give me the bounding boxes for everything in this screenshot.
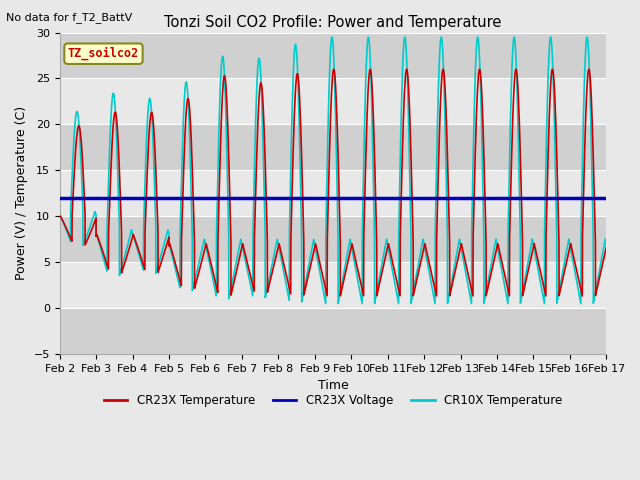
Bar [60,78,606,124]
Bar [60,33,606,78]
Legend: CR23X Temperature, CR23X Voltage, CR10X Temperature: CR23X Temperature, CR23X Voltage, CR10X … [99,390,567,412]
Bar [60,124,606,170]
Title: Tonzi Soil CO2 Profile: Power and Temperature: Tonzi Soil CO2 Profile: Power and Temper… [164,15,502,30]
Text: TZ_soilco2: TZ_soilco2 [68,47,139,60]
Text: No data for f_T2_BattV: No data for f_T2_BattV [6,12,132,23]
Bar [60,170,606,216]
Bar [60,216,606,262]
Bar [60,262,606,308]
Y-axis label: Power (V) / Temperature (C): Power (V) / Temperature (C) [15,106,28,280]
X-axis label: Time: Time [317,379,348,392]
Bar [60,308,606,354]
